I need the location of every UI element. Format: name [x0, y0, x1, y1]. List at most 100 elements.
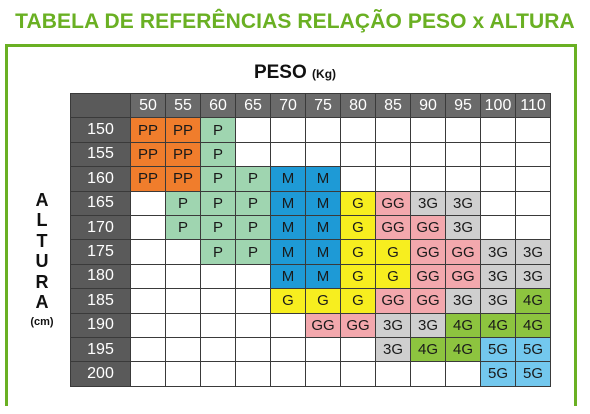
- empty-cell: [165, 312, 201, 338]
- empty-cell: [305, 141, 341, 168]
- size-cell: G: [305, 288, 341, 314]
- table-row: 160 PP PP P P M M: [70, 166, 551, 192]
- empty-cell: [130, 239, 166, 265]
- size-cell: 5G: [515, 336, 551, 363]
- size-cell: 4G: [445, 312, 481, 338]
- size-cell: G: [340, 214, 376, 241]
- empty-cell: [165, 336, 201, 363]
- size-cell: P: [200, 239, 236, 265]
- size-cell: 5G: [480, 336, 516, 363]
- table-row: 155 PP PP P: [70, 141, 551, 168]
- size-cell: P: [165, 190, 201, 216]
- empty-cell: [515, 117, 551, 143]
- weight-column-header: 70: [270, 92, 306, 119]
- height-row-header: 185: [70, 288, 131, 314]
- height-letter: A: [35, 291, 49, 312]
- size-cell: 4G: [515, 312, 551, 338]
- table-row: 190 GG GG 3G 3G 4G 4G 4G: [70, 312, 551, 338]
- size-cell: 3G: [480, 288, 516, 314]
- empty-cell: [515, 214, 551, 241]
- empty-cell: [340, 361, 376, 387]
- size-cell: PP: [165, 166, 201, 192]
- empty-cell: [270, 336, 306, 363]
- empty-cell: [305, 117, 341, 143]
- weight-label-text: PESO: [253, 62, 307, 83]
- weight-column-header: 50: [130, 92, 166, 119]
- empty-cell: [130, 336, 166, 363]
- size-cell: P: [200, 117, 236, 143]
- size-cell: 5G: [515, 361, 551, 387]
- weight-column-header: 60: [200, 92, 236, 119]
- size-cell: PP: [130, 166, 166, 192]
- empty-cell: [340, 117, 376, 143]
- table-frame: [5, 44, 577, 406]
- empty-cell: [130, 361, 166, 387]
- weight-header-row: 50 55 60 65 70 75 80 85 90 95 100 110: [70, 92, 551, 119]
- size-cell: 3G: [375, 312, 411, 338]
- size-cell: P: [235, 190, 271, 216]
- empty-cell: [165, 288, 201, 314]
- size-cell: GG: [375, 214, 411, 241]
- size-cell: 3G: [515, 239, 551, 265]
- table-row: 200 5G 5G: [70, 361, 551, 387]
- height-letter: L: [36, 210, 48, 231]
- empty-cell: [235, 117, 271, 143]
- size-cell: PP: [165, 117, 201, 143]
- empty-cell: [270, 312, 306, 338]
- height-row-header: 195: [70, 336, 131, 363]
- empty-cell: [235, 336, 271, 363]
- size-cell: 3G: [515, 263, 551, 290]
- empty-cell: [515, 141, 551, 168]
- size-cell: 4G: [515, 288, 551, 314]
- size-cell: M: [270, 239, 306, 265]
- size-cell: GG: [445, 263, 481, 290]
- empty-cell: [480, 166, 516, 192]
- size-cell: GG: [410, 239, 446, 265]
- size-cell: M: [270, 166, 306, 192]
- size-cell: P: [165, 214, 201, 241]
- size-cell: G: [340, 190, 376, 216]
- size-cell: P: [200, 166, 236, 192]
- height-row-header: 190: [70, 312, 131, 338]
- size-cell: 3G: [375, 336, 411, 363]
- weight-column-header: 110: [515, 92, 551, 119]
- empty-cell: [410, 166, 446, 192]
- size-cell: 3G: [480, 239, 516, 265]
- empty-cell: [130, 288, 166, 314]
- empty-cell: [375, 166, 411, 192]
- size-cell: M: [305, 190, 341, 216]
- size-cell: M: [270, 214, 306, 241]
- size-cell: P: [235, 214, 271, 241]
- empty-cell: [235, 141, 271, 168]
- size-cell: 3G: [480, 263, 516, 290]
- size-cell: GG: [340, 312, 376, 338]
- height-row-header: 150: [70, 117, 131, 143]
- empty-cell: [165, 239, 201, 265]
- size-cell: P: [235, 166, 271, 192]
- empty-cell: [130, 263, 166, 290]
- table-row: 150 PP PP P: [70, 117, 551, 143]
- empty-cell: [200, 361, 236, 387]
- table-row: 175 P P M M G G GG GG 3G 3G: [70, 239, 551, 265]
- size-cell: PP: [130, 117, 166, 143]
- empty-cell: [200, 312, 236, 338]
- size-cell: 4G: [480, 312, 516, 338]
- size-cell: M: [305, 214, 341, 241]
- height-letter: T: [36, 230, 48, 251]
- empty-cell: [340, 166, 376, 192]
- size-cell: GG: [410, 263, 446, 290]
- size-cell: GG: [445, 239, 481, 265]
- empty-cell: [130, 312, 166, 338]
- size-cell: M: [305, 166, 341, 192]
- empty-cell: [480, 117, 516, 143]
- size-cell: GG: [410, 288, 446, 314]
- height-row-header: 200: [70, 361, 131, 387]
- table-row: 170 P P P M M G GG GG 3G: [70, 214, 551, 241]
- empty-cell: [270, 117, 306, 143]
- empty-cell: [445, 141, 481, 168]
- empty-cell: [305, 361, 341, 387]
- height-row-header: 170: [70, 214, 131, 241]
- weight-column-header: 75: [305, 92, 341, 119]
- table-corner: [70, 92, 131, 119]
- size-cell: G: [270, 288, 306, 314]
